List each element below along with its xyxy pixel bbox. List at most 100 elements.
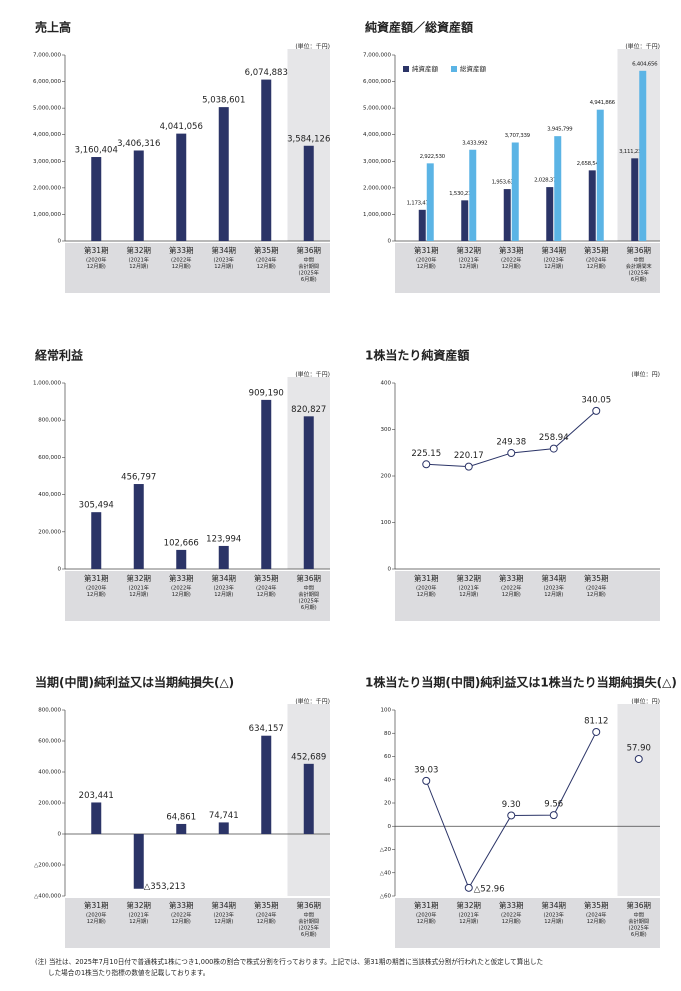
x-tick-label: 第32期 xyxy=(126,573,151,583)
x-tick-label: 第31期 xyxy=(414,573,439,583)
x-tick-note: 中間 xyxy=(634,911,644,919)
x-tick-note: 12月期) xyxy=(544,263,563,270)
x-tick-label: 第33期 xyxy=(169,573,194,583)
x-tick-note: (2025年 xyxy=(299,924,319,932)
y-tick-label: 400 xyxy=(381,381,392,387)
bar xyxy=(469,149,477,241)
bar xyxy=(426,163,434,241)
x-tick-label: 第34期 xyxy=(211,245,236,255)
value-label: 123,994 xyxy=(206,534,241,544)
bar xyxy=(503,189,511,241)
bar xyxy=(133,150,144,241)
x-tick-note: (2023年 xyxy=(544,584,564,592)
x-tick-note: (2022年 xyxy=(171,911,191,919)
x-tick-note: (2022年 xyxy=(501,256,521,264)
chart-title: 1株当たり純資産額 xyxy=(365,348,469,363)
value-label: 3,406,316 xyxy=(117,139,160,149)
highlight-column xyxy=(617,49,660,241)
chart-title: 売上高 xyxy=(35,20,71,35)
y-tick-label: 1,000,000 xyxy=(363,212,391,218)
x-tick-note: 中間 xyxy=(304,584,314,592)
value-label: 9.56 xyxy=(544,800,563,810)
y-tick-label: 300 xyxy=(381,427,392,433)
category-band xyxy=(65,571,330,621)
x-tick-label: 第36期 xyxy=(296,573,321,583)
bar xyxy=(303,763,314,834)
x-tick-note: 12月期) xyxy=(502,918,521,925)
unit-label: (単位：円) xyxy=(631,698,660,706)
point xyxy=(549,444,558,453)
category-band xyxy=(395,243,660,293)
x-tick-note: 12月期) xyxy=(587,591,606,598)
x-tick-note: (2025年 xyxy=(299,269,319,277)
x-tick-note: 12月期) xyxy=(214,263,233,270)
x-tick-note: (2022年 xyxy=(171,584,191,592)
y-tick-label: 2,000,000 xyxy=(363,185,391,191)
x-tick-label: 第33期 xyxy=(169,245,194,255)
x-tick-note: 12月期) xyxy=(172,263,191,270)
bar xyxy=(631,158,639,241)
x-tick-note: 会計期間 xyxy=(628,917,649,925)
bar xyxy=(91,157,102,241)
x-tick-note: (2025年 xyxy=(629,924,649,932)
y-tick-label: △60 xyxy=(380,894,392,900)
x-tick-label: 第31期 xyxy=(84,245,109,255)
bar xyxy=(546,187,554,241)
y-tick-label: 0 xyxy=(58,832,62,838)
value-label: 258.94 xyxy=(539,433,569,443)
bar xyxy=(303,145,314,241)
x-tick-label: 第35期 xyxy=(584,245,609,255)
unit-label: (単位：千円) xyxy=(625,43,660,51)
value-label: △353,213 xyxy=(144,882,186,892)
chart-title: 経常利益 xyxy=(35,348,83,363)
value-label: 3,945,799 xyxy=(547,127,573,133)
category-band xyxy=(395,898,660,948)
x-tick-note: (2024年 xyxy=(256,256,276,264)
x-tick-label: 第32期 xyxy=(456,245,481,255)
y-tick-label: 2,000,000 xyxy=(33,185,61,191)
value-label: 6,074,883 xyxy=(245,68,288,78)
x-tick-note: 12月期) xyxy=(459,591,478,598)
x-tick-note: (2021年 xyxy=(459,911,479,919)
x-tick-label: 第32期 xyxy=(456,900,481,910)
y-tick-label: 600,000 xyxy=(38,739,61,745)
point xyxy=(422,460,431,469)
x-tick-note: 12月期) xyxy=(417,591,436,598)
x-tick-note: (2020年 xyxy=(86,584,106,592)
x-tick-label: 第33期 xyxy=(499,900,524,910)
value-label: 3,707,339 xyxy=(505,133,531,139)
y-tick-label: 7,000,000 xyxy=(33,53,61,59)
x-tick-note: (2024年 xyxy=(586,584,606,592)
value-label: 4,941,866 xyxy=(590,100,616,106)
y-tick-label: △40 xyxy=(380,870,392,876)
y-tick-label: 7,000,000 xyxy=(363,53,391,59)
x-tick-note: (2024年 xyxy=(256,911,276,919)
y-tick-label: 60 xyxy=(384,754,391,760)
y-tick-label: 0 xyxy=(388,824,392,830)
legend-label: 純資産額 xyxy=(412,64,439,73)
x-tick-note: (2021年 xyxy=(129,584,149,592)
y-tick-label: 4,000,000 xyxy=(33,132,61,138)
bar xyxy=(218,545,229,569)
bar xyxy=(261,79,272,241)
x-tick-note: 12月期) xyxy=(129,591,148,598)
unit-label: (単位：円) xyxy=(631,371,660,379)
value-label: 1,530,214 xyxy=(449,191,475,197)
x-tick-note: 12月期) xyxy=(172,591,191,598)
x-tick-note: (2023年 xyxy=(544,911,564,919)
category-band xyxy=(65,898,330,948)
bar xyxy=(261,735,272,834)
value-label: 456,797 xyxy=(121,473,156,483)
value-label: 340.05 xyxy=(581,395,611,405)
value-label: 2,028,376 xyxy=(534,178,560,184)
bar xyxy=(639,70,647,241)
value-label: △52.96 xyxy=(474,884,505,894)
value-label: 3,584,126 xyxy=(287,134,330,144)
x-tick-note: 12月期) xyxy=(502,591,521,598)
chart-title: 純資産額／総資産額 xyxy=(365,20,473,35)
value-label: 3,111,230 xyxy=(619,149,645,155)
x-tick-label: 第35期 xyxy=(584,573,609,583)
x-tick-note: 12月期) xyxy=(214,918,233,925)
bar xyxy=(91,512,102,569)
x-tick-note: (2020年 xyxy=(416,584,436,592)
